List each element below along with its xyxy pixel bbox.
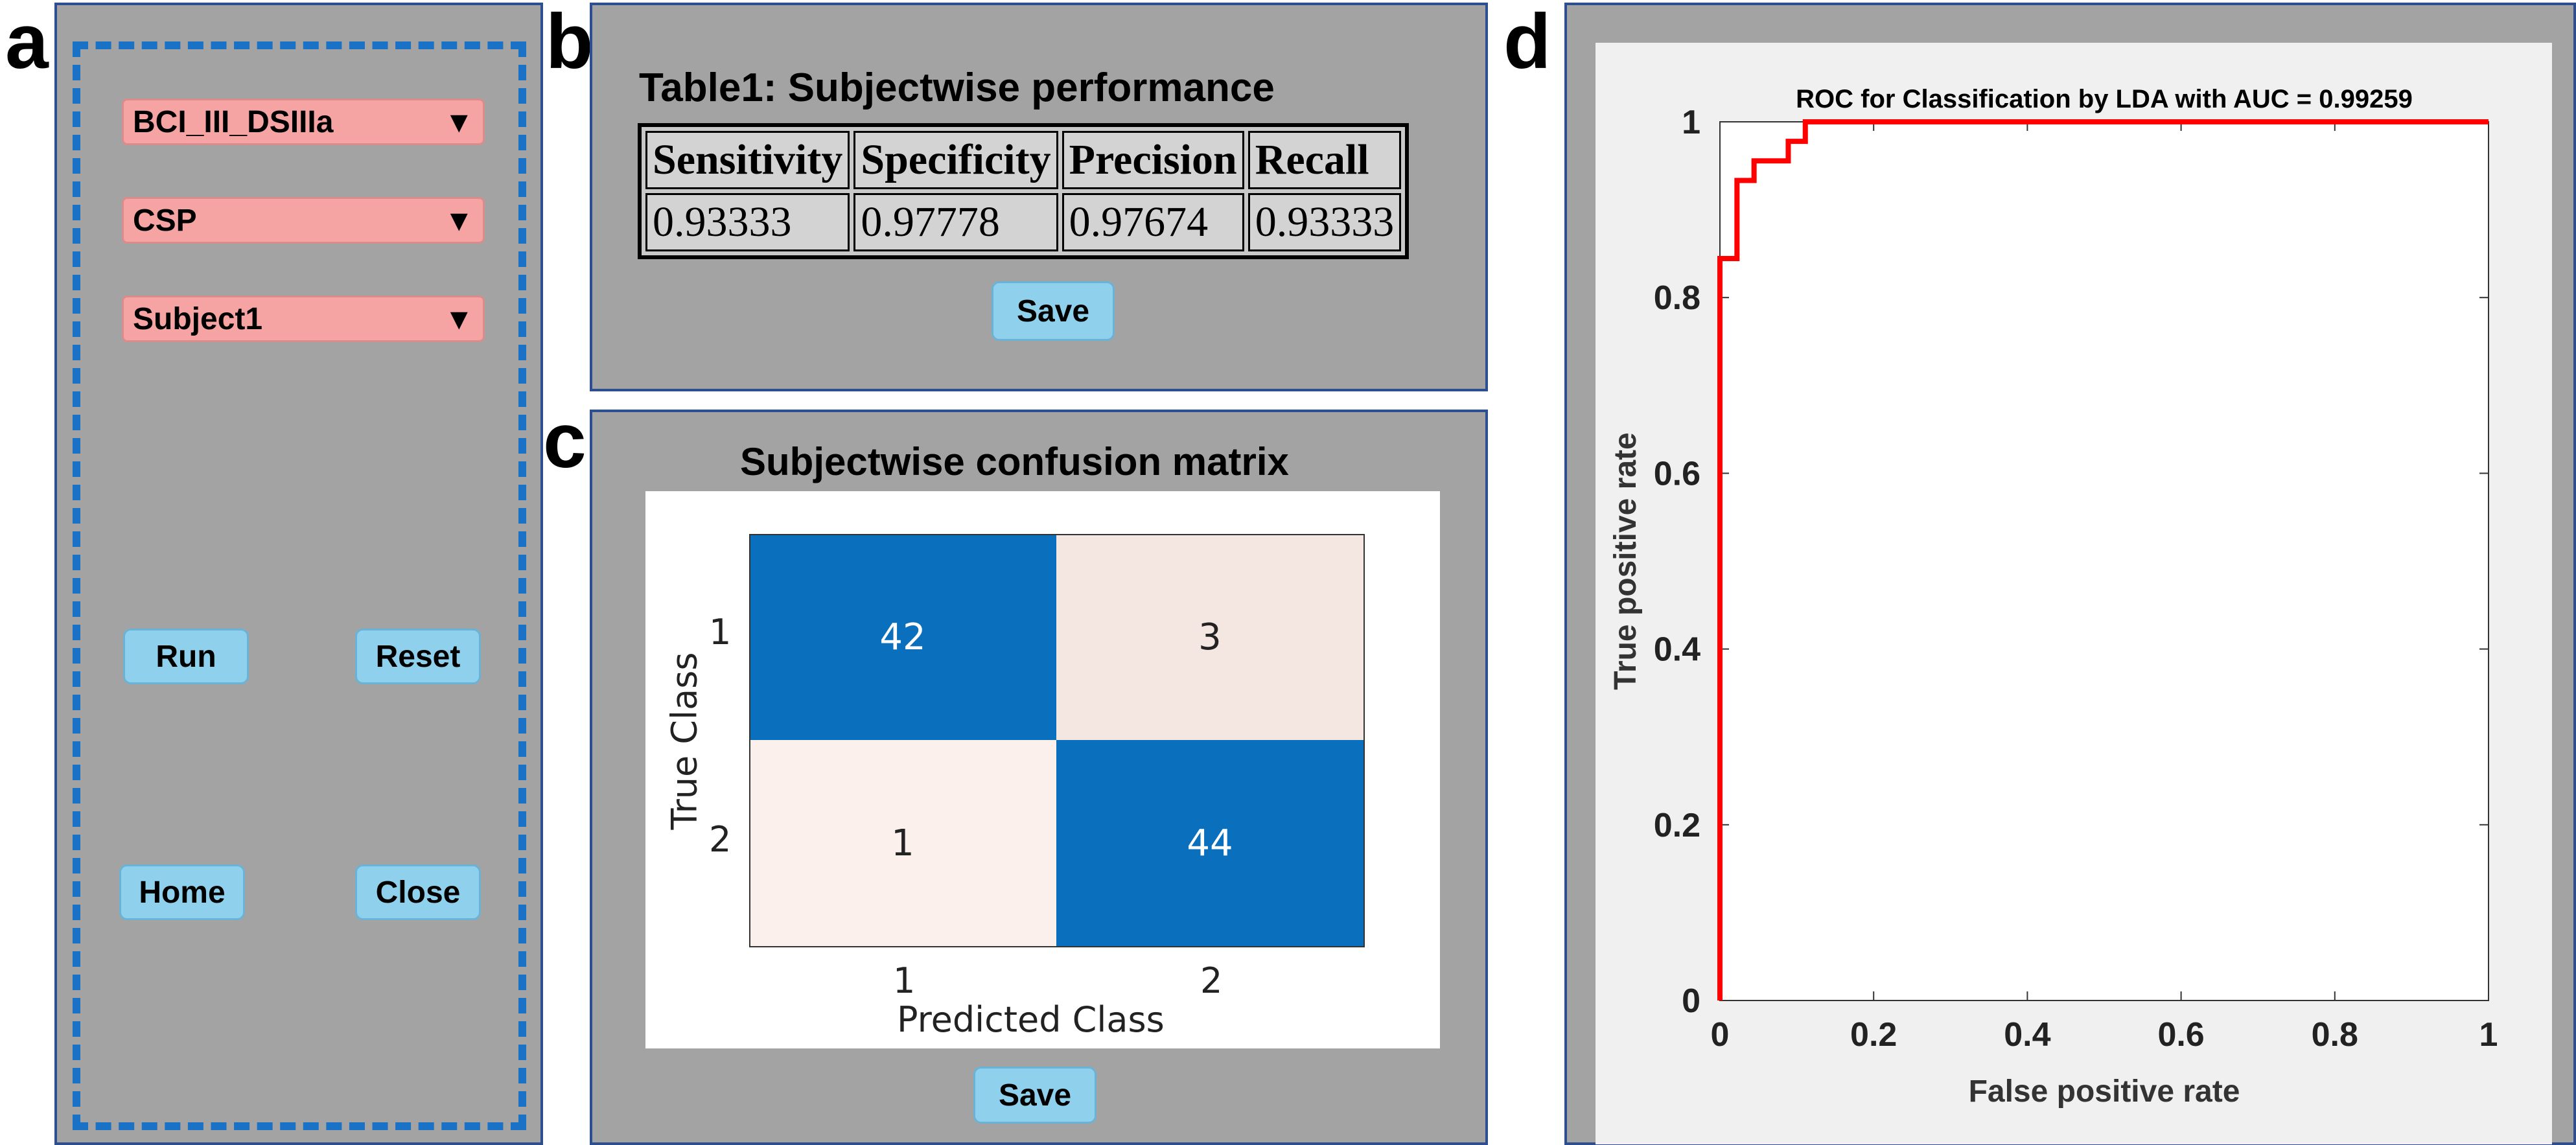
method-dropdown-value: CSP bbox=[133, 203, 197, 238]
table-cell: 0.97778 bbox=[853, 193, 1058, 251]
table-row: 0.93333 0.97778 0.97674 0.93333 bbox=[645, 193, 1402, 251]
table-cell: 0.97674 bbox=[1062, 193, 1244, 251]
confusion-cell: 1 bbox=[749, 740, 1056, 946]
control-panel: BCI_III_DSIIIa ▼ CSP ▼ Subject1 ▼ Run Re… bbox=[54, 3, 543, 1145]
x-axis-label: Predicted Class bbox=[897, 999, 1165, 1040]
y-tick-label: 0.2 bbox=[1654, 807, 1700, 844]
save-table-button[interactable]: Save bbox=[992, 281, 1115, 341]
y-tick-label: 0.4 bbox=[1654, 631, 1700, 669]
panel-label-d: d bbox=[1503, 0, 1551, 85]
y-tick-label: 0 bbox=[1682, 982, 1700, 1020]
confusion-title: Subjectwise confusion matrix bbox=[740, 440, 1289, 483]
confusion-cell: 3 bbox=[1056, 534, 1363, 740]
x-tick-label: 0.6 bbox=[2157, 1016, 2204, 1054]
roc-axes-frame bbox=[1719, 121, 2489, 1001]
roc-curve bbox=[1717, 119, 2489, 1000]
control-panel-frame bbox=[73, 41, 526, 1130]
y-tick-label: 1 bbox=[1682, 104, 1700, 141]
x-axis-label: False positive rate bbox=[1969, 1074, 2240, 1109]
table-cell: 0.93333 bbox=[645, 193, 850, 251]
x-tick-label: 0.4 bbox=[2004, 1016, 2050, 1054]
row-tick-label: 1 bbox=[709, 612, 732, 653]
method-dropdown[interactable]: CSP ▼ bbox=[122, 197, 485, 244]
table-title: Table1: Subjectwise performance bbox=[639, 65, 1275, 110]
confusion-panel: Subjectwise confusion matrix 42 3 1 44 1… bbox=[590, 410, 1488, 1145]
table-header-cell: Precision bbox=[1062, 131, 1244, 189]
table-cell: 0.93333 bbox=[1247, 193, 1402, 251]
save-matrix-button[interactable]: Save bbox=[973, 1067, 1097, 1124]
row-tick-label: 2 bbox=[709, 819, 732, 860]
table-header-cell: Specificity bbox=[853, 131, 1058, 189]
performance-table: Sensitivity Specificity Precision Recall… bbox=[638, 123, 1410, 259]
col-tick-label: 1 bbox=[893, 960, 916, 1001]
dataset-dropdown[interactable]: BCI_III_DSIIIa ▼ bbox=[122, 98, 485, 145]
chart-title: ROC for Classification by LDA with AUC =… bbox=[1796, 85, 2413, 113]
subject-dropdown-value: Subject1 bbox=[133, 301, 263, 336]
x-tick-label: 0.2 bbox=[1850, 1016, 1897, 1054]
chevron-down-icon: ▼ bbox=[444, 302, 474, 336]
x-tick-label: 0 bbox=[1711, 1016, 1730, 1054]
chevron-down-icon: ▼ bbox=[444, 105, 474, 139]
panel-label-c: c bbox=[543, 397, 586, 484]
dataset-dropdown-value: BCI_III_DSIIIa bbox=[133, 104, 334, 139]
run-button[interactable]: Run bbox=[123, 629, 249, 684]
y-tick-label: 0.6 bbox=[1654, 455, 1700, 492]
confusion-cell: 42 bbox=[749, 534, 1056, 740]
table-header-cell: Recall bbox=[1247, 131, 1402, 189]
y-tick-label: 0.8 bbox=[1654, 279, 1700, 317]
subject-dropdown[interactable]: Subject1 ▼ bbox=[122, 295, 485, 342]
col-tick-label: 2 bbox=[1200, 960, 1223, 1001]
reset-button[interactable]: Reset bbox=[355, 629, 481, 684]
performance-panel: Table1: Subjectwise performance Sensitiv… bbox=[590, 3, 1488, 391]
confusion-axes-frame bbox=[749, 534, 1365, 947]
close-button[interactable]: Close bbox=[355, 864, 481, 920]
x-tick-label: 1 bbox=[2479, 1016, 2498, 1054]
panel-label-b: b bbox=[546, 0, 594, 85]
roc-ticks: 0 0.2 0.4 0.6 0.8 1 0 0.2 0.4 0.6 0.8 1 bbox=[1654, 104, 2498, 1054]
panel-label-a: a bbox=[5, 0, 49, 85]
y-axis-label: True positive rate bbox=[1608, 432, 1643, 689]
table-header-cell: Sensitivity bbox=[645, 131, 850, 189]
x-tick-label: 0.8 bbox=[2312, 1016, 2358, 1054]
chevron-down-icon: ▼ bbox=[444, 203, 474, 237]
confusion-cell: 44 bbox=[1056, 740, 1363, 946]
confusion-plot-area: 42 3 1 44 1 2 1 2 Predicted Class True C… bbox=[645, 491, 1440, 1048]
table-header-row: Sensitivity Specificity Precision Recall bbox=[645, 131, 1402, 189]
home-button[interactable]: Home bbox=[119, 864, 245, 920]
